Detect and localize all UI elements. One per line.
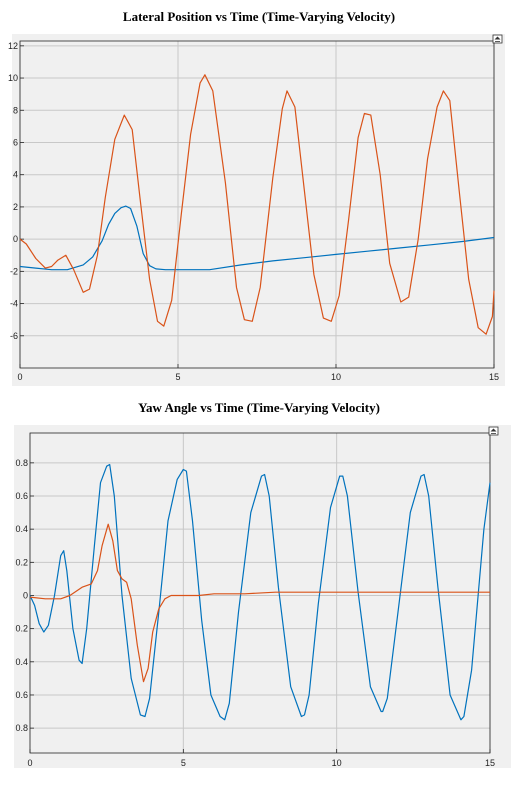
yaw-y-tick-label: 0 (23, 590, 28, 600)
lateral-y-tick-label: 6 (13, 137, 18, 147)
lateral-x-tick-label: 0 (17, 372, 22, 382)
lateral-y-tick-label: -6 (10, 331, 18, 341)
yaw-y-tick-label: 0.6 (15, 491, 28, 501)
lateral-y-tick-label: 4 (13, 170, 18, 180)
yaw-angle-chart: 0 5 10 15 0.8 0.6 0.4 0.2 0 0.2 0.4 0.6 0.8 (14, 425, 511, 768)
yaw-axes-box (29, 432, 491, 754)
yaw-y-tick-label: 0.4 (15, 657, 28, 667)
yaw-y-tick-label: 0.2 (15, 557, 28, 567)
lateral-position-chart: 0 5 10 15 12 10 8 6 4 2 0 -2 -4 -6 (8, 34, 505, 386)
chart-title-lateral-position: Lateral Position vs Time (Time-Varying V… (122, 9, 396, 24)
yaw-y-tick-label: 0.6 (15, 690, 28, 700)
yaw-x-tick-label: 15 (485, 758, 495, 768)
lateral-expand-icon[interactable] (492, 34, 503, 44)
yaw-y-tick-label: 0.8 (15, 458, 28, 468)
yaw-x-tick-label: 5 (181, 758, 186, 768)
lateral-x-tick-label: 10 (331, 372, 341, 382)
yaw-x-tick-label: 10 (332, 758, 342, 768)
lateral-y-tick-label: 10 (8, 73, 18, 83)
lateral-y-tick-label: 12 (8, 41, 18, 51)
yaw-y-tick-label: 0.8 (15, 723, 28, 733)
lateral-y-tick-label: -2 (10, 266, 18, 276)
expand-icon-arrow (490, 428, 497, 432)
expand-icon-arrow (494, 36, 501, 40)
yaw-series-line-2 (29, 523, 490, 683)
lateral-y-tick-label: -4 (10, 299, 18, 309)
lateral-plot-area (20, 41, 494, 368)
lateral-series-line-2 (19, 74, 495, 335)
lateral-y-tick-label: 0 (13, 234, 18, 244)
yaw-y-tick-label: 0.2 (15, 624, 28, 634)
yaw-expand-icon[interactable] (488, 426, 499, 436)
yaw-series-line-1 (29, 463, 491, 721)
yaw-y-tick-label: 0.4 (15, 524, 28, 534)
lateral-x-tick-label: 5 (175, 372, 180, 382)
lateral-y-tick-label: 2 (13, 202, 18, 212)
lateral-x-tick-label: 15 (489, 372, 499, 382)
lateral-series-line-1 (19, 205, 495, 271)
lateral-axes-box (19, 40, 495, 369)
lateral-y-tick-label: 8 (13, 105, 18, 115)
yaw-x-tick-label: 0 (27, 758, 32, 768)
chart-title-yaw-angle: Yaw Angle vs Time (Time-Varying Velocity… (138, 400, 380, 415)
